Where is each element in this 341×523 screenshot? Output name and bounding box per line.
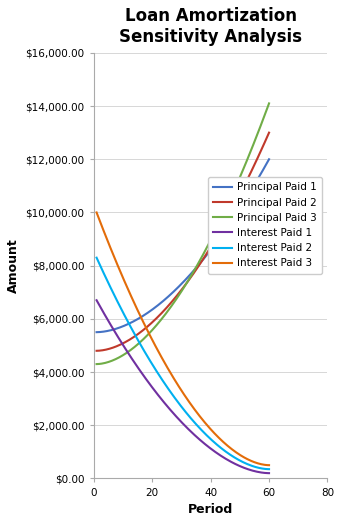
Principal Paid 2 bbox=[258, 149, 263, 155]
Principal Paid 1 bbox=[94, 329, 99, 335]
Interest Paid 3 bbox=[127, 288, 131, 294]
Principal Paid 2 bbox=[252, 162, 256, 168]
Principal Paid 3 bbox=[105, 359, 109, 366]
Interest Paid 1 bbox=[94, 297, 99, 303]
Principal Paid 3 bbox=[258, 123, 263, 130]
Principal Paid 1 bbox=[105, 328, 109, 334]
Interest Paid 3 bbox=[102, 228, 106, 234]
Interest Paid 1 bbox=[127, 350, 131, 357]
Interest Paid 3 bbox=[252, 459, 256, 465]
Interest Paid 2 bbox=[140, 345, 145, 351]
Interest Paid 3 bbox=[267, 462, 271, 468]
Line: Interest Paid 3: Interest Paid 3 bbox=[97, 212, 269, 465]
Principal Paid 3 bbox=[94, 361, 99, 367]
Principal Paid 1 bbox=[127, 321, 131, 327]
Interest Paid 3 bbox=[258, 461, 263, 467]
Principal Paid 3 bbox=[102, 360, 106, 367]
Interest Paid 1 bbox=[267, 470, 271, 476]
Line: Interest Paid 1: Interest Paid 1 bbox=[97, 300, 269, 473]
Interest Paid 2 bbox=[258, 465, 263, 471]
Line: Interest Paid 2: Interest Paid 2 bbox=[97, 258, 269, 469]
Principal Paid 1 bbox=[267, 156, 271, 163]
Y-axis label: Amount: Amount bbox=[7, 238, 20, 293]
Principal Paid 1 bbox=[258, 172, 263, 178]
Interest Paid 2 bbox=[102, 269, 106, 276]
Line: Principal Paid 3: Principal Paid 3 bbox=[97, 104, 269, 364]
Principal Paid 3 bbox=[252, 139, 256, 145]
Line: Principal Paid 1: Principal Paid 1 bbox=[97, 160, 269, 332]
Interest Paid 3 bbox=[94, 209, 99, 215]
Interest Paid 2 bbox=[94, 255, 99, 261]
Principal Paid 2 bbox=[267, 130, 271, 136]
Interest Paid 2 bbox=[252, 463, 256, 470]
Title: Loan Amortization
Sensitivity Analysis: Loan Amortization Sensitivity Analysis bbox=[119, 7, 302, 46]
Interest Paid 3 bbox=[105, 236, 109, 242]
Principal Paid 3 bbox=[127, 348, 131, 355]
Principal Paid 2 bbox=[102, 347, 106, 353]
Principal Paid 1 bbox=[252, 182, 256, 188]
Principal Paid 1 bbox=[102, 328, 106, 335]
Legend: Principal Paid 1, Principal Paid 2, Principal Paid 3, Interest Paid 1, Interest : Principal Paid 1, Principal Paid 2, Prin… bbox=[208, 177, 322, 274]
Interest Paid 1 bbox=[102, 310, 106, 316]
Interest Paid 1 bbox=[258, 469, 263, 475]
Principal Paid 2 bbox=[105, 346, 109, 353]
Principal Paid 2 bbox=[140, 327, 145, 334]
Interest Paid 2 bbox=[127, 320, 131, 326]
Principal Paid 3 bbox=[140, 337, 145, 343]
Interest Paid 2 bbox=[105, 277, 109, 283]
Interest Paid 3 bbox=[140, 317, 145, 324]
X-axis label: Period: Period bbox=[188, 503, 233, 516]
Principal Paid 1 bbox=[140, 313, 145, 320]
Line: Principal Paid 2: Principal Paid 2 bbox=[97, 133, 269, 351]
Interest Paid 2 bbox=[267, 466, 271, 472]
Interest Paid 1 bbox=[105, 315, 109, 322]
Interest Paid 1 bbox=[140, 371, 145, 377]
Interest Paid 1 bbox=[252, 468, 256, 474]
Principal Paid 2 bbox=[127, 337, 131, 344]
Principal Paid 3 bbox=[267, 100, 271, 107]
Principal Paid 2 bbox=[94, 348, 99, 354]
